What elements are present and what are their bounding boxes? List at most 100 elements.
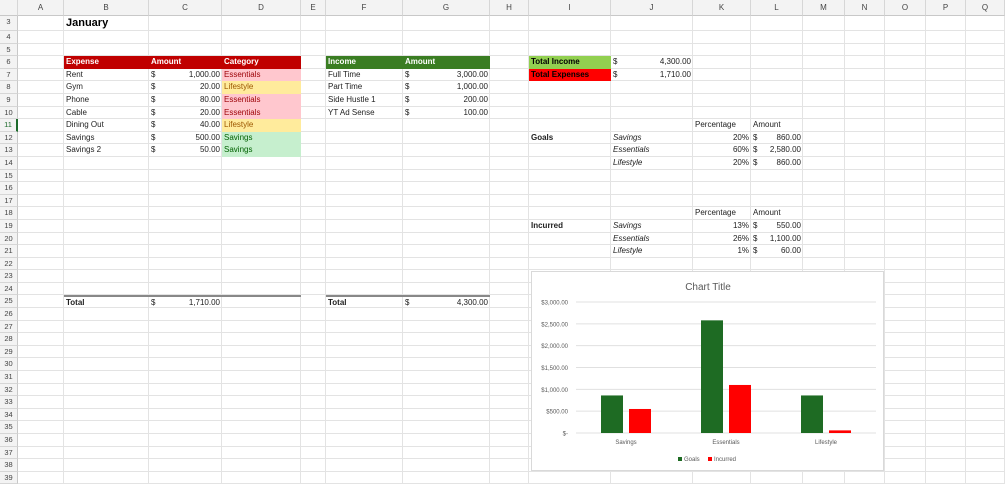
cell[interactable] xyxy=(966,219,1005,233)
cell[interactable] xyxy=(966,471,1005,484)
cell[interactable] xyxy=(845,81,885,94)
cell[interactable] xyxy=(301,333,326,346)
cell[interactable] xyxy=(64,459,149,472)
cell[interactable] xyxy=(885,396,926,409)
column-header-F[interactable]: F xyxy=(326,0,403,16)
cell[interactable] xyxy=(926,345,966,359)
row-header-20[interactable]: 20 xyxy=(0,232,18,246)
cell[interactable] xyxy=(966,333,1005,346)
cell[interactable] xyxy=(490,16,529,31)
cell[interactable] xyxy=(18,245,64,258)
cell[interactable] xyxy=(403,156,490,170)
cell[interactable] xyxy=(803,81,845,94)
cell[interactable] xyxy=(611,119,693,132)
cell[interactable] xyxy=(222,270,301,283)
row-header-15[interactable]: 15 xyxy=(0,169,18,183)
row-header-23[interactable]: 23 xyxy=(0,270,18,283)
cell[interactable] xyxy=(301,81,326,94)
cell[interactable] xyxy=(926,43,966,57)
cell[interactable] xyxy=(326,219,403,233)
cell[interactable] xyxy=(149,383,222,397)
cell[interactable] xyxy=(529,106,611,120)
cell[interactable] xyxy=(18,320,64,334)
cell[interactable] xyxy=(529,16,611,31)
cell[interactable] xyxy=(222,257,301,271)
cell[interactable] xyxy=(490,257,529,271)
cell[interactable] xyxy=(149,345,222,359)
income-amount-header[interactable]: Amount xyxy=(403,56,490,69)
expense-category[interactable]: Essentials xyxy=(222,93,301,107)
cell[interactable] xyxy=(403,194,490,208)
cell[interactable] xyxy=(326,81,403,94)
cell[interactable] xyxy=(845,156,885,170)
goals-category[interactable]: Lifestyle xyxy=(613,157,643,167)
expense-category[interactable]: Savings xyxy=(222,144,301,157)
cell[interactable] xyxy=(529,245,611,258)
cell[interactable] xyxy=(64,333,149,346)
cell[interactable] xyxy=(845,169,885,183)
cell[interactable] xyxy=(18,396,64,409)
cell[interactable] xyxy=(803,43,845,57)
cell[interactable] xyxy=(301,471,326,484)
bar-chart[interactable]: Chart Title $- $500.00 $1,000.00 $1,500.00 $… xyxy=(531,271,884,471)
cell[interactable] xyxy=(845,257,885,271)
column-header-L[interactable]: L xyxy=(751,0,803,16)
cell[interactable] xyxy=(403,169,490,183)
cell[interactable] xyxy=(403,93,490,107)
cell[interactable] xyxy=(301,408,326,422)
cell[interactable] xyxy=(490,194,529,208)
cell[interactable] xyxy=(490,358,529,372)
expense-name[interactable]: Dining Out xyxy=(66,120,104,130)
cell[interactable] xyxy=(885,93,926,107)
cell[interactable] xyxy=(693,106,751,120)
cell[interactable] xyxy=(222,43,301,57)
cell[interactable] xyxy=(222,320,301,334)
cell[interactable] xyxy=(149,434,222,447)
income-name[interactable]: Part Time xyxy=(328,82,363,92)
cell[interactable] xyxy=(490,459,529,472)
expense-amount[interactable]: $500.00 xyxy=(149,132,222,145)
expense-amount[interactable]: $20.00 xyxy=(149,107,222,120)
cell[interactable] xyxy=(222,295,301,309)
cell[interactable] xyxy=(885,320,926,334)
legend-label[interactable]: Incurred xyxy=(714,457,736,463)
cell[interactable] xyxy=(403,471,490,484)
row-header-6[interactable]: 6 xyxy=(0,56,18,69)
cell[interactable] xyxy=(403,434,490,447)
cell[interactable] xyxy=(18,207,64,220)
incurred-amount[interactable]: $550.00 xyxy=(751,220,803,233)
cell[interactable] xyxy=(693,56,751,69)
goals-category[interactable]: Essentials xyxy=(613,145,650,155)
cell[interactable] xyxy=(490,421,529,434)
cell[interactable] xyxy=(301,182,326,195)
cell[interactable] xyxy=(490,345,529,359)
cell[interactable] xyxy=(18,81,64,94)
cell[interactable] xyxy=(693,144,751,157)
cell[interactable] xyxy=(611,232,693,246)
cell[interactable] xyxy=(926,56,966,69)
cell[interactable] xyxy=(966,257,1005,271)
cell[interactable] xyxy=(966,207,1005,220)
cell[interactable] xyxy=(885,257,926,271)
cell[interactable] xyxy=(693,207,751,220)
cell[interactable] xyxy=(403,219,490,233)
cell[interactable] xyxy=(403,106,490,120)
cell[interactable] xyxy=(490,119,529,132)
cell[interactable] xyxy=(149,207,222,220)
cell[interactable] xyxy=(885,81,926,94)
cell[interactable] xyxy=(490,169,529,183)
cell[interactable] xyxy=(803,31,845,44)
expense-total-label[interactable]: Total xyxy=(64,295,149,308)
expense-total-blank[interactable] xyxy=(222,295,301,308)
cell[interactable] xyxy=(885,308,926,321)
cell[interactable] xyxy=(64,245,149,258)
cell[interactable] xyxy=(751,106,803,120)
cell[interactable] xyxy=(803,106,845,120)
income-name[interactable]: YT Ad Sense xyxy=(328,107,375,117)
cell[interactable] xyxy=(693,31,751,44)
cell[interactable] xyxy=(18,345,64,359)
cell[interactable] xyxy=(403,144,490,157)
cell[interactable] xyxy=(301,270,326,283)
cell[interactable] xyxy=(751,31,803,44)
row-header-8[interactable]: 8 xyxy=(0,81,18,94)
